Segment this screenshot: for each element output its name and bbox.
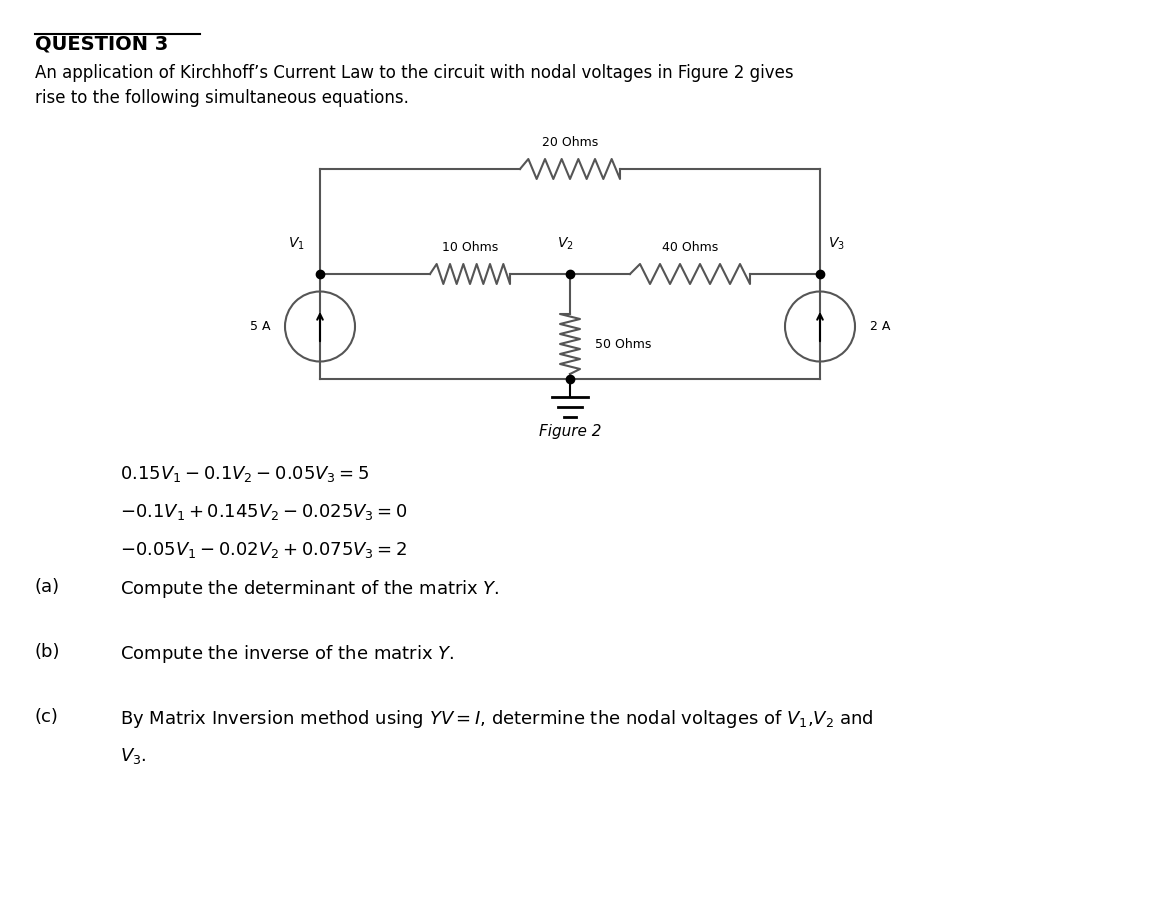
Text: (b): (b) [35,643,61,661]
Text: 50 Ohms: 50 Ohms [595,337,651,350]
Text: Compute the determinant of the matrix $Y$.: Compute the determinant of the matrix $Y… [120,578,499,600]
Text: $0.15V_1-0.1V_2-0.05V_3 = 5$: $0.15V_1-0.1V_2-0.05V_3 = 5$ [120,464,369,484]
Text: $V_2$: $V_2$ [556,235,573,252]
Text: $-0.1V_1+0.145V_2-0.025V_3 = 0$: $-0.1V_1+0.145V_2-0.025V_3 = 0$ [120,502,408,522]
Text: 40 Ohms: 40 Ohms [662,241,718,254]
Text: $V_3$.: $V_3$. [120,746,146,766]
Text: 2 A: 2 A [870,320,891,333]
Text: Figure 2: Figure 2 [539,424,601,439]
Text: $-0.05V_1-0.02V_2+0.075V_3 = 2$: $-0.05V_1-0.02V_2+0.075V_3 = 2$ [120,540,407,560]
Text: 20 Ohms: 20 Ohms [542,136,599,149]
Text: 5 A: 5 A [249,320,270,333]
Text: By Matrix Inversion method using $YV = I$, determine the nodal voltages of $V_1$: By Matrix Inversion method using $YV = I… [120,708,873,730]
Text: $V_1$: $V_1$ [289,235,305,252]
Text: QUESTION 3: QUESTION 3 [35,34,168,53]
Text: An application of Kirchhoff’s Current Law to the circuit with nodal voltages in : An application of Kirchhoff’s Current La… [35,64,794,107]
Text: (a): (a) [35,578,60,596]
Text: 10 Ohms: 10 Ohms [442,241,498,254]
Text: Compute the inverse of the matrix $Y$.: Compute the inverse of the matrix $Y$. [120,643,455,665]
Text: (c): (c) [35,708,58,726]
Text: $V_3$: $V_3$ [828,235,845,252]
